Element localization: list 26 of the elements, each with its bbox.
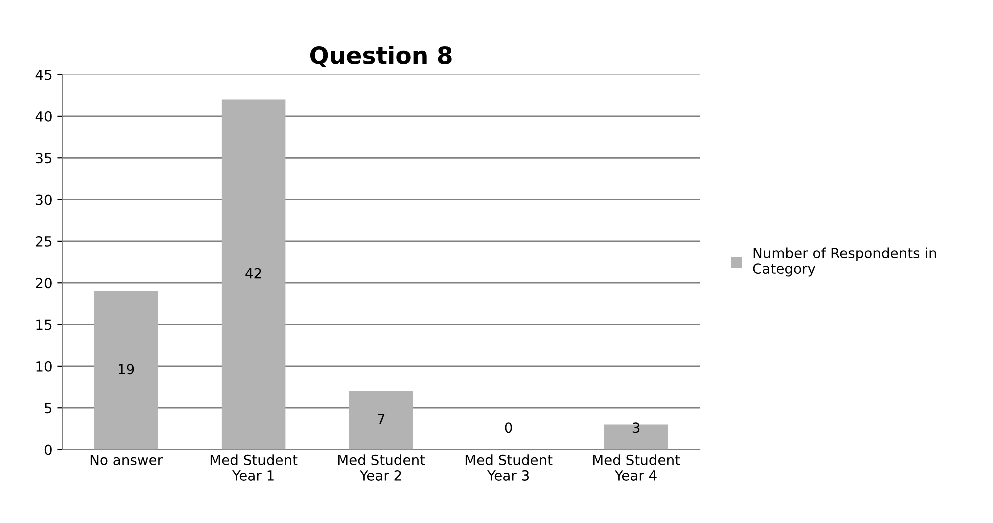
y-tick-label: 40 <box>36 111 52 122</box>
data-label: 0 <box>505 422 512 434</box>
bar <box>94 291 158 450</box>
y-tick-label: 35 <box>36 153 52 164</box>
y-tick-label: 10 <box>36 361 52 372</box>
data-label: 7 <box>378 414 385 424</box>
x-tick-label: Med Student Year 4 <box>593 454 680 481</box>
data-label: 3 <box>632 422 640 434</box>
y-tick-label: 30 <box>36 194 52 206</box>
y-tick-label: 20 <box>36 278 52 289</box>
x-tick-label: Med Student Year 1 <box>210 454 298 481</box>
x-tick-label: Med Student Year 3 <box>466 454 553 481</box>
bar <box>604 424 668 450</box>
bar <box>349 391 414 450</box>
chart-title: Question 8 <box>310 46 452 68</box>
y-tick-label: 0 <box>44 444 52 456</box>
data-label: 42 <box>246 268 262 279</box>
bar <box>222 100 286 450</box>
y-tick-label: 45 <box>36 70 52 80</box>
legend-label: Number of Respondents in Category <box>753 248 936 277</box>
y-tick-label: 15 <box>36 320 52 330</box>
x-tick-label: No answer <box>90 455 164 466</box>
x-tick-label: Med Student Year 2 <box>338 454 426 481</box>
y-tick-label: 5 <box>45 403 52 414</box>
y-tick-label: 25 <box>36 236 52 247</box>
data-label: 19 <box>119 364 134 375</box>
